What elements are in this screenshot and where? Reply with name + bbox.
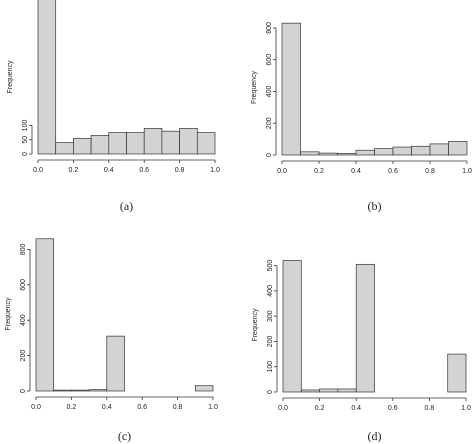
bar — [300, 151, 320, 156]
x-tick-label: 0.8 — [425, 405, 435, 412]
x-tick-label: 0.6 — [139, 167, 149, 174]
caption: (d) — [368, 429, 382, 443]
x-tick-label: 0.6 — [137, 404, 147, 411]
y-tick-label: 500 — [267, 260, 274, 272]
y-tick-label: 0 — [20, 389, 27, 393]
caption: (a) — [120, 199, 133, 213]
y-tick-label: 600 — [20, 279, 27, 291]
bar — [281, 22, 301, 156]
bar — [318, 152, 338, 156]
bar — [161, 130, 180, 155]
x-tick-label: 0.0 — [31, 404, 41, 411]
y-tick-label: 400 — [266, 86, 273, 98]
x-tick-label: 0.0 — [277, 168, 287, 175]
y-tick-label: 50 — [22, 136, 29, 144]
bar — [143, 127, 163, 155]
x-tick-label: 0.2 — [315, 405, 325, 412]
x-tick-label: 0.4 — [351, 168, 361, 175]
bar — [337, 153, 357, 156]
bar — [411, 145, 431, 156]
y-tick-label: 100 — [22, 120, 29, 132]
y-tick-label: 200 — [20, 350, 27, 362]
x-tick-label: 0.2 — [314, 168, 324, 175]
panel: 0.0 0.2 0.4 0.6 0.8 1.0 0 200 400 600 800 Frequency… — [251, 22, 472, 213]
x-tick-label: 0.8 — [425, 168, 435, 175]
bar — [196, 132, 216, 155]
y-tick-label: 200 — [266, 117, 273, 129]
x-tick-label: 0.2 — [69, 167, 79, 174]
bar — [429, 143, 449, 156]
bar — [300, 389, 320, 393]
x-tick-label: 0.2 — [67, 404, 77, 411]
y-tick-label: 0 — [267, 390, 274, 394]
bars — [281, 22, 468, 156]
bar — [179, 127, 198, 155]
panel: 0.0 0.2 0.4 0.6 0.8 1.0 0 100 200 300 400 500 Freque… — [252, 260, 471, 443]
y-axis-label: Frequency — [251, 70, 258, 104]
caption: (c) — [118, 429, 131, 443]
bar — [392, 146, 412, 156]
bar — [90, 135, 110, 155]
bar — [35, 238, 55, 392]
bar — [88, 389, 108, 392]
x-tick-label: 0.0 — [33, 167, 43, 174]
bar — [73, 137, 92, 155]
bar — [106, 335, 125, 392]
bar — [355, 149, 375, 156]
y-tick-label: 400 — [20, 314, 27, 326]
x-tick-label: 0.4 — [104, 167, 114, 174]
y-axis-label: Frequency — [5, 297, 12, 331]
y-tick-label: 0 — [22, 152, 29, 156]
caption: (b) — [368, 199, 382, 213]
x-tick-label: 0.4 — [102, 404, 112, 411]
bar — [374, 148, 394, 156]
x-tick-label: 0.6 — [388, 168, 398, 175]
y-tick-label: 800 — [20, 243, 27, 255]
x-tick-label: 1.0 — [461, 405, 471, 412]
x-tick-label: 1.0 — [208, 404, 218, 411]
bar — [447, 353, 467, 393]
bars — [35, 238, 214, 392]
y-tick-label: 600 — [266, 54, 273, 66]
bars — [282, 260, 467, 393]
y-tick-label: 200 — [267, 335, 274, 347]
y-tick-label: 300 — [267, 310, 274, 322]
bars — [37, 0, 216, 155]
bar — [71, 389, 90, 392]
y-axis-label: Frequency — [252, 308, 259, 342]
bar — [126, 132, 145, 155]
bar — [194, 385, 214, 392]
panel: 0.0 0.2 0.4 0.6 0.8 1.0 0 50 100 Frequency (a) — [7, 0, 220, 213]
y-tick-label: 100 — [267, 361, 274, 373]
bar — [448, 141, 468, 156]
x-tick-label: 0.8 — [175, 167, 185, 174]
x-tick-label: 0.4 — [351, 405, 361, 412]
y-tick-label: 0 — [266, 153, 273, 157]
bar — [355, 263, 375, 393]
bar — [37, 0, 57, 155]
bar — [108, 132, 127, 155]
x-tick-label: 1.0 — [210, 167, 220, 174]
panel: 0.0 0.2 0.4 0.6 0.8 1.0 0 200 400 600 800 Frequency… — [5, 238, 218, 443]
bar — [55, 142, 74, 155]
y-tick-label: 400 — [267, 285, 274, 297]
y-axis-label: Frequency — [7, 60, 14, 94]
x-tick-label: 0.8 — [173, 404, 183, 411]
x-tick-label: 0.6 — [388, 405, 398, 412]
y-tick-label: 800 — [266, 22, 273, 34]
x-tick-label: 1.0 — [462, 168, 472, 175]
bar — [53, 389, 72, 392]
bar — [319, 388, 339, 393]
bar — [282, 260, 302, 393]
bar — [337, 388, 357, 393]
x-tick-label: 0.0 — [278, 405, 288, 412]
